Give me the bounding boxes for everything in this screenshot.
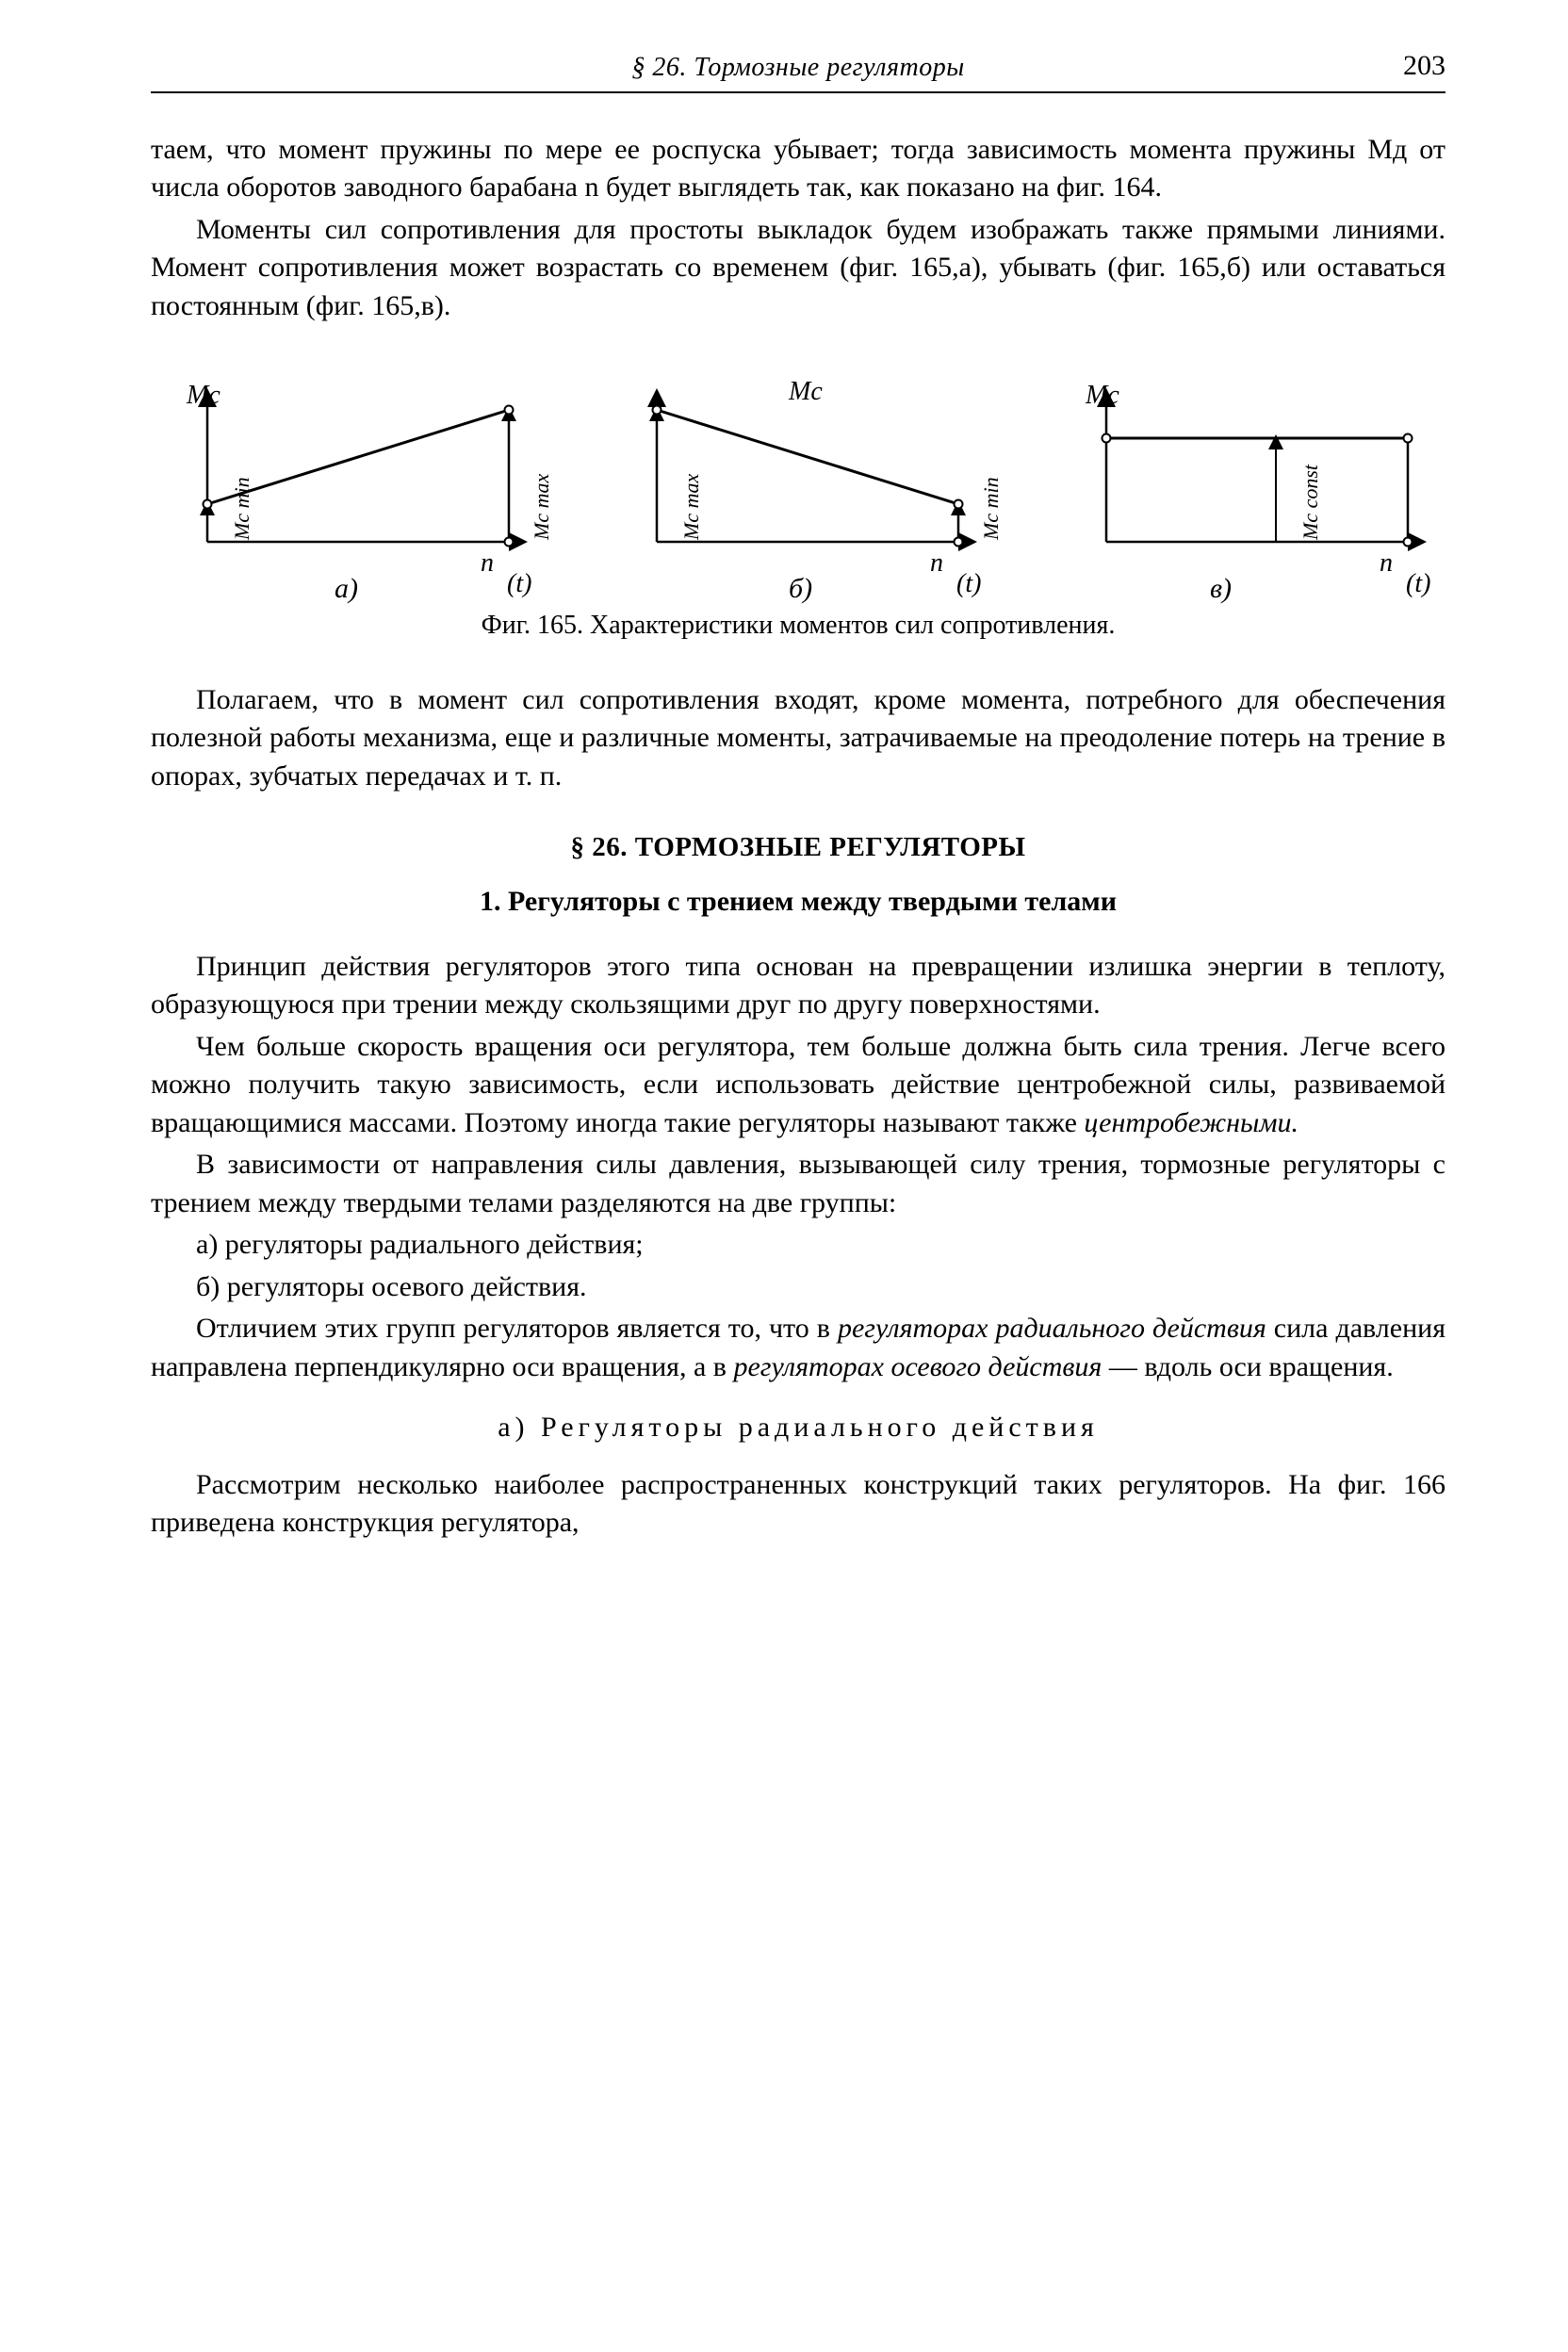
label-t-a: (t) (507, 566, 531, 602)
section-title: § 26. ТОРМОЗНЫЕ РЕГУЛЯТОРЫ (151, 829, 1446, 866)
label-t-c: (t) (1406, 566, 1430, 602)
para-5b: центробежными. (1084, 1107, 1298, 1138)
label-t-b: (t) (956, 566, 981, 602)
chart-a: Mс n (t) а) Mс min Mс max (151, 382, 547, 589)
para-7d: регуляторах осевого действия (733, 1351, 1102, 1382)
vlabel-const-c: Mс const (1297, 465, 1325, 540)
label-n-a: n (481, 546, 494, 581)
para-8: Рассмотрим несколько наиболее распростра… (151, 1466, 1446, 1543)
label-mc-b: Mс (789, 374, 823, 410)
chart-b: Mс n (t) б) Mс max Mс min (600, 382, 996, 589)
sublabel-b: б) (789, 570, 812, 609)
vlabel-min-a: Mс min (228, 477, 256, 540)
vlabel-max-a: Mс max (528, 474, 556, 540)
subsubsection-title: а) Регуляторы радиального действия (151, 1409, 1446, 1447)
para-1: таем, что момент пружины по мере ее росп… (151, 131, 1446, 207)
sublabel-c: в) (1210, 570, 1232, 609)
label-n-b: n (930, 546, 943, 581)
para-4: Принцип действия регуляторов этого типа … (151, 948, 1446, 1024)
page-header: § 26. Тормозные регуляторы 203 (151, 47, 1446, 93)
para-5: Чем больше скорость вращения оси регулят… (151, 1028, 1446, 1143)
header-title: § 26. Тормозные регуляторы (226, 50, 1370, 86)
vlabel-max-b: Mс max (678, 474, 706, 540)
page-number: 203 (1370, 47, 1446, 86)
para-6: В зависимости от направления силы давлен… (151, 1146, 1446, 1222)
para-7b: регуляторах радиального действия (838, 1313, 1266, 1344)
para-2: Моменты сил сопротивления для простоты в… (151, 211, 1446, 326)
label-n-c: n (1380, 546, 1393, 581)
vlabel-min-b: Mс min (977, 477, 1005, 540)
sublabel-a: а) (335, 570, 358, 609)
para-7e: — вдоль оси вращения. (1102, 1351, 1393, 1382)
list-item-b: б) регуляторы осевого действия. (151, 1268, 1446, 1307)
fig165-caption: Фиг. 165. Характеристики моментов сил со… (151, 608, 1446, 644)
para-7: Отличием этих групп регуляторов является… (151, 1310, 1446, 1386)
label-mc-c: Mс (1086, 378, 1119, 414)
subsection-title: 1. Регуляторы с трением между твердыми т… (151, 883, 1446, 922)
label-mc-a: Mс (187, 378, 220, 414)
para-7a: Отличием этих групп регуляторов является… (196, 1313, 838, 1344)
figure-165: Mс n (t) а) Mс min Mс max (151, 353, 1446, 589)
chart-c: Mс n (t) в) Mс const (1050, 382, 1446, 589)
page: § 26. Тормозные регуляторы 203 таем, что… (0, 0, 1568, 2352)
list-item-a: а) регуляторы радиального действия; (151, 1226, 1446, 1265)
para-3: Полагаем, что в момент сил сопротивления… (151, 681, 1446, 796)
